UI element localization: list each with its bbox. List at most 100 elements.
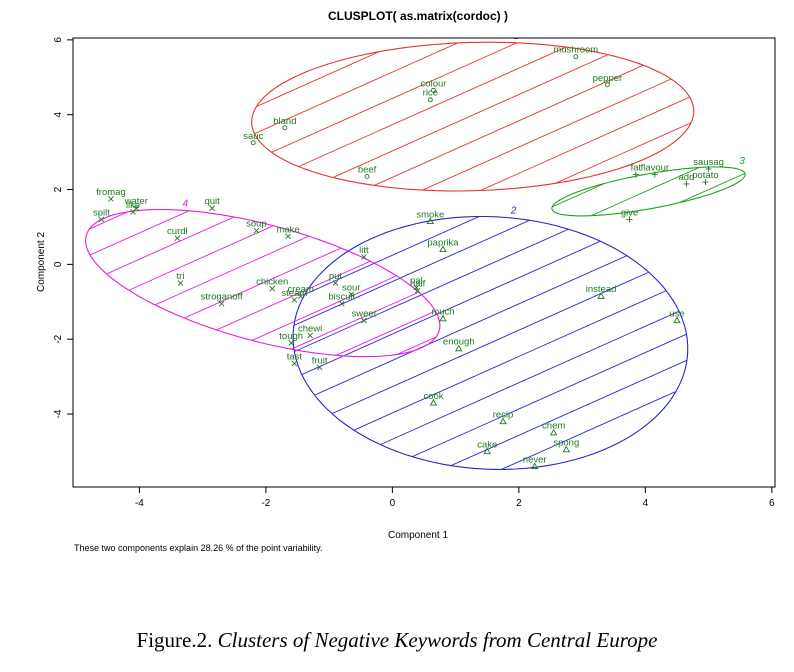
point-paprika: paprika (427, 237, 459, 253)
point-label: half (410, 279, 426, 290)
plot-frame (72, 37, 776, 488)
point-marker (108, 196, 114, 202)
point-label: paprika (427, 237, 459, 248)
point-curdl: curdl (167, 226, 188, 241)
point-label: sausag (693, 157, 724, 168)
y-tick-label: 0 (53, 261, 64, 267)
point-sausag: sausag (693, 157, 724, 172)
hatch-line (577, 229, 794, 328)
point-label: litt (359, 245, 369, 256)
hatch-line (293, 254, 688, 432)
point-marker (288, 340, 295, 346)
point-marker (626, 216, 633, 223)
point-add: add (679, 172, 695, 187)
point-marker (253, 227, 260, 234)
point-marker (632, 171, 639, 178)
point-chicken: chicken (256, 277, 288, 292)
point-marker (332, 280, 339, 286)
hatch-line (261, 42, 694, 192)
cluster-number-label: 4 (183, 199, 189, 210)
point-stroganoff: stroganoff (201, 292, 243, 307)
point-mushroom: mushroom (553, 45, 598, 60)
x-tick-label: -2 (261, 498, 270, 509)
point-marker (439, 245, 447, 253)
point-label: spong (553, 438, 579, 449)
point-label: never (523, 454, 547, 465)
point-label: like (126, 200, 140, 211)
point-label: cake (477, 439, 497, 450)
point-never: never (523, 454, 547, 470)
point-label: tast (287, 352, 303, 363)
hatch-line (300, 126, 694, 192)
hatch-line (586, 250, 794, 349)
point-chem: chem (542, 421, 565, 436)
hatch-line (85, 209, 412, 262)
point-rice: rice (423, 88, 438, 103)
point-label: bland (273, 116, 296, 127)
point-label: make (276, 224, 299, 235)
point-make: make (276, 224, 300, 240)
point-label: much (431, 307, 454, 318)
point-marker (364, 173, 370, 179)
point-steam: steam (281, 288, 307, 303)
point-label: fromag (96, 187, 126, 198)
point-label: chem (542, 421, 565, 432)
point-label: tough (279, 331, 303, 342)
point-spilt: spilt (93, 207, 110, 223)
hatch-line (154, 392, 549, 568)
point-marker (562, 445, 571, 453)
point-label: instead (586, 284, 617, 295)
point-quit: quit (204, 196, 220, 212)
hatch-line (312, 298, 688, 470)
cluster-4-ellipse (85, 208, 441, 358)
point-marker (307, 332, 313, 339)
point-label: steam (281, 288, 307, 299)
point-marker (291, 297, 298, 303)
hatch-line (551, 166, 746, 216)
hatch-line (340, 214, 781, 411)
point-marker (427, 97, 433, 103)
point-smoke: smoke (416, 209, 444, 224)
y-axis-label: Component 2 (36, 232, 47, 292)
hatch-line (498, 53, 719, 152)
point-marker (455, 344, 463, 352)
point-marker (431, 87, 436, 93)
hatch-line (551, 166, 746, 216)
point-marker (702, 179, 709, 186)
point-beef: beef (358, 164, 377, 179)
point-cook: cook (423, 391, 444, 406)
point-label: recip (493, 410, 514, 421)
hatch-line (271, 60, 694, 192)
point-flavour: flavour (641, 163, 669, 178)
point-marker (361, 317, 367, 324)
point-fromag: fromag (96, 187, 126, 202)
point-soup: soup (246, 219, 267, 234)
hatch-line (280, 82, 694, 192)
y-tick-label: 4 (53, 111, 64, 117)
y-tick-label: -4 (53, 409, 64, 418)
point-cake: cake (477, 439, 497, 455)
point-label: add (679, 172, 695, 183)
axis-layer: -4 -2 0 2 4 6 -4 -2 0 2 4 6 (53, 37, 775, 509)
point-like: like (126, 200, 140, 215)
hatch-line (293, 216, 649, 344)
point-much: much (431, 307, 455, 322)
hatch-line (290, 104, 694, 192)
cluster-2-group: 2 (292, 205, 689, 470)
hatch-line (85, 216, 440, 357)
hatch-line (85, 209, 440, 328)
point-sauc: sauc (243, 131, 264, 146)
point-label: put (329, 271, 343, 282)
point-sweet: sweet (352, 308, 377, 324)
point-marker (414, 287, 421, 294)
point-marker (361, 254, 367, 260)
hatch-line (551, 166, 740, 197)
point-marker (209, 205, 215, 212)
point-marker (338, 300, 345, 307)
cluster-layer: 1 2 3 4 (85, 38, 794, 568)
point-label: beef (358, 164, 377, 175)
hatch-line (251, 42, 664, 149)
point-marker (705, 165, 712, 172)
point-marker (483, 447, 492, 455)
hatch-line (144, 370, 539, 546)
